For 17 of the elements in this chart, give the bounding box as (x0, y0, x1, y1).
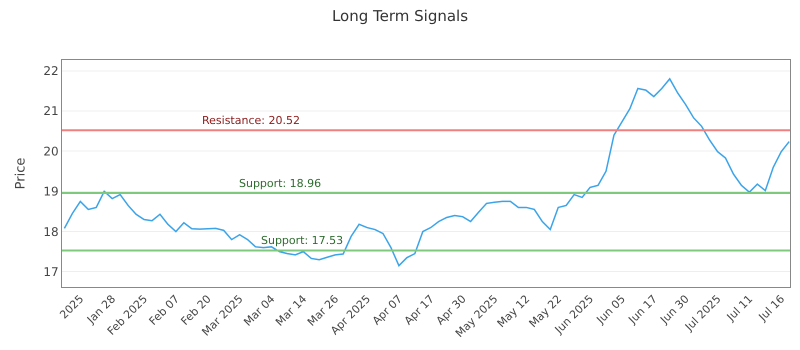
x-tick-label: Jul 11 (724, 292, 756, 324)
y-tick-label: 18 (43, 224, 59, 239)
x-tick-label: Jun 05 (594, 292, 628, 327)
line-series (64, 78, 790, 266)
y-tick-label: 17 (43, 264, 59, 279)
ref-line-label: Support: 18.96 (239, 177, 322, 190)
chart-title: Long Term Signals (332, 7, 468, 25)
y-tick-label: 20 (43, 144, 59, 158)
y-tick-label: 21 (43, 104, 59, 118)
y-tick-label: 22 (43, 64, 59, 78)
ref-line-label: Resistance: 20.52 (202, 114, 300, 127)
y-axis-title: Price (13, 158, 28, 190)
x-tick-label: Jun 17 (625, 292, 660, 327)
x-tick-label: Jul 16 (756, 292, 788, 324)
x-tick-label: Feb 07 (146, 292, 182, 328)
y-tick-label: 19 (43, 184, 59, 199)
ref-line-label: Support: 17.53 (261, 234, 344, 247)
